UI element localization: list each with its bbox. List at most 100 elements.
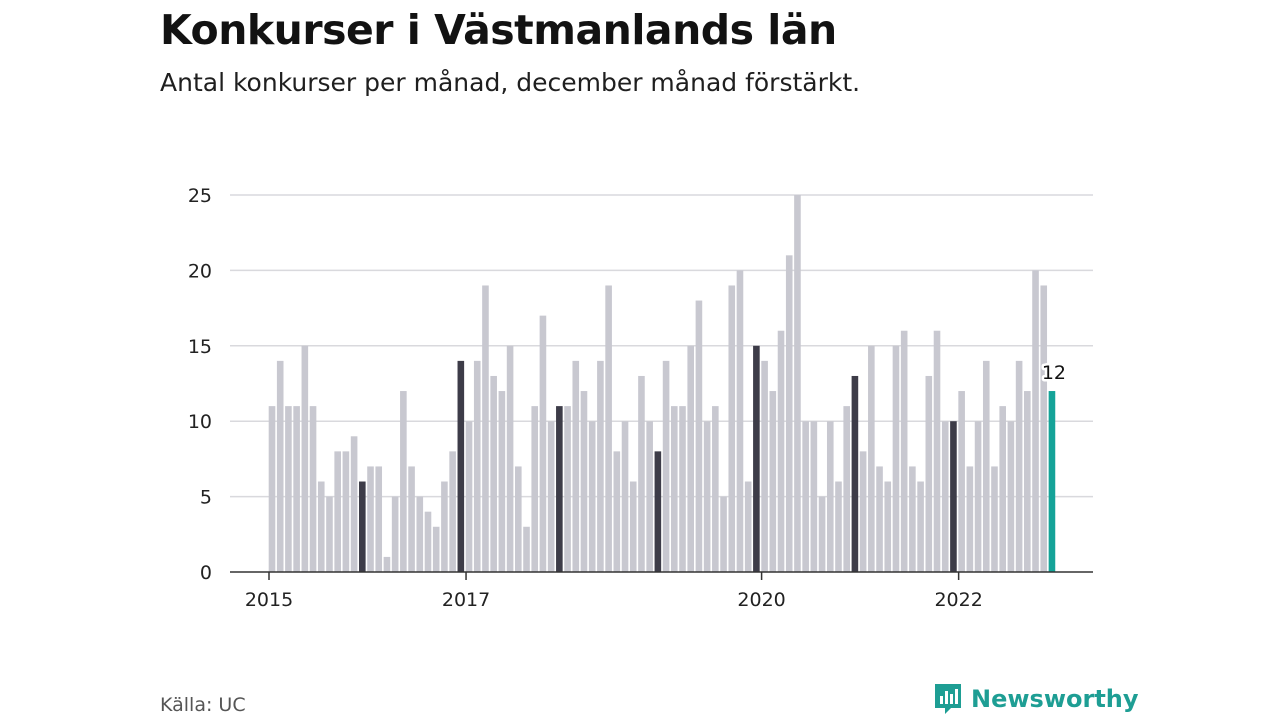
- bar-latest: [1048, 391, 1056, 572]
- bar-december: [457, 360, 465, 572]
- bar-december: [753, 345, 760, 572]
- bar: [958, 391, 965, 572]
- bar-december: [654, 451, 662, 572]
- bar: [441, 481, 448, 572]
- bar: [638, 375, 645, 572]
- bar: [1015, 360, 1023, 572]
- bar: [309, 406, 317, 572]
- bar: [597, 360, 604, 572]
- bar: [794, 195, 801, 572]
- bar: [1024, 391, 1031, 572]
- bar: [588, 421, 596, 572]
- bar: [785, 255, 793, 572]
- bar: [933, 330, 941, 572]
- bar: [736, 270, 744, 572]
- bar: [547, 421, 555, 572]
- y-tick-label: 5: [200, 487, 212, 509]
- bar: [810, 421, 818, 572]
- bar: [621, 421, 629, 572]
- bar: [876, 466, 883, 572]
- bar: [613, 451, 621, 572]
- bar: [712, 406, 719, 572]
- bar: [490, 375, 497, 572]
- bar: [909, 466, 916, 572]
- bar: [679, 406, 686, 572]
- bar: [892, 345, 900, 572]
- bar: [408, 466, 415, 572]
- bar: [449, 451, 456, 572]
- bar: [826, 421, 834, 572]
- bar: [432, 526, 440, 572]
- bar: [687, 345, 695, 572]
- bar: [301, 345, 309, 572]
- bar: [498, 391, 506, 572]
- bar: [1007, 421, 1015, 572]
- bar: [843, 406, 850, 572]
- bar: [629, 481, 637, 572]
- bar: [276, 360, 284, 572]
- bar: [802, 421, 809, 572]
- chart-title: Konkurser i Västmanlands län: [160, 6, 837, 54]
- bar-december: [851, 375, 859, 572]
- y-tick-label: 20: [188, 260, 212, 282]
- bar: [695, 300, 703, 572]
- bar: [991, 466, 998, 572]
- bar: [670, 406, 678, 572]
- bar: [400, 391, 407, 572]
- y-tick-label: 10: [188, 411, 212, 433]
- x-tick-label: 2020: [737, 589, 785, 611]
- bar: [482, 285, 489, 572]
- bar: [515, 466, 522, 572]
- bar: [925, 375, 933, 572]
- bar-december: [556, 406, 563, 572]
- bar: [293, 406, 300, 572]
- bar: [350, 436, 358, 572]
- bar: [900, 330, 908, 572]
- bar: [473, 360, 481, 572]
- bar: [769, 391, 777, 572]
- newsworthy-logo-icon: [935, 684, 961, 714]
- last-value-label: 12: [1042, 362, 1066, 384]
- bar: [342, 451, 350, 572]
- bar: [966, 466, 974, 572]
- bar: [539, 315, 547, 572]
- bar: [818, 496, 826, 572]
- y-tick-label: 15: [188, 336, 212, 358]
- brand-name: Newsworthy: [971, 685, 1139, 713]
- bar: [391, 496, 399, 572]
- bar: [572, 360, 580, 572]
- bar: [884, 481, 892, 572]
- bar: [564, 406, 571, 572]
- bar: [580, 391, 588, 572]
- y-tick-label: 25: [188, 185, 212, 207]
- x-tick-label: 2022: [934, 589, 982, 611]
- bar: [1040, 285, 1048, 572]
- bar: [868, 345, 875, 572]
- bar: [646, 421, 653, 572]
- bar: [416, 496, 424, 572]
- bar: [761, 360, 768, 572]
- bar: [835, 481, 842, 572]
- brand-logo[interactable]: Newsworthy: [933, 682, 1139, 716]
- bar: [465, 421, 473, 572]
- bar: [317, 481, 325, 572]
- chart-subtitle: Antal konkurser per månad, december måna…: [160, 68, 861, 97]
- bar: [531, 406, 539, 572]
- bar: [941, 421, 949, 572]
- bar: [703, 421, 711, 572]
- bar: [506, 345, 514, 572]
- bar: [285, 406, 292, 572]
- x-tick-label: 2015: [245, 589, 293, 611]
- bar: [326, 496, 333, 572]
- bar: [334, 451, 341, 572]
- bar: [367, 466, 374, 572]
- bar: [974, 421, 982, 572]
- bar-december: [359, 481, 366, 572]
- bar: [375, 466, 383, 572]
- bar: [917, 481, 924, 572]
- source-label: Källa: UC: [160, 694, 246, 716]
- bar: [424, 511, 432, 572]
- bar: [999, 406, 1006, 572]
- bar: [728, 285, 736, 572]
